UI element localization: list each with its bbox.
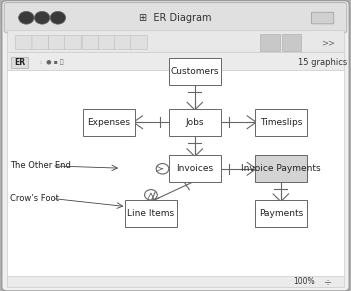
FancyBboxPatch shape bbox=[32, 36, 49, 49]
Text: ÷: ÷ bbox=[324, 277, 332, 287]
Text: Expenses: Expenses bbox=[87, 118, 130, 127]
Text: ⊞  ER Diagram: ⊞ ER Diagram bbox=[139, 13, 212, 23]
Text: The Other End: The Other End bbox=[10, 162, 71, 170]
FancyBboxPatch shape bbox=[169, 155, 221, 182]
FancyBboxPatch shape bbox=[311, 12, 334, 24]
FancyBboxPatch shape bbox=[82, 36, 99, 49]
Text: ER: ER bbox=[14, 58, 25, 67]
FancyBboxPatch shape bbox=[48, 36, 65, 49]
Text: 15 graphics: 15 graphics bbox=[298, 58, 347, 67]
Text: >>: >> bbox=[321, 38, 335, 47]
Text: Timeslips: Timeslips bbox=[260, 118, 302, 127]
Text: 100%: 100% bbox=[293, 277, 314, 286]
Circle shape bbox=[34, 11, 50, 24]
FancyBboxPatch shape bbox=[282, 34, 301, 51]
FancyBboxPatch shape bbox=[15, 36, 32, 49]
Text: Customers: Customers bbox=[171, 67, 219, 76]
FancyBboxPatch shape bbox=[255, 200, 307, 228]
Circle shape bbox=[50, 11, 66, 24]
FancyBboxPatch shape bbox=[255, 155, 307, 182]
FancyBboxPatch shape bbox=[169, 109, 221, 136]
FancyBboxPatch shape bbox=[65, 36, 81, 49]
FancyBboxPatch shape bbox=[131, 36, 147, 49]
Text: :  ● ▪ 🔒: : ● ▪ 🔒 bbox=[40, 60, 64, 65]
FancyBboxPatch shape bbox=[255, 109, 307, 136]
Text: Line Items: Line Items bbox=[127, 210, 174, 218]
FancyBboxPatch shape bbox=[7, 70, 344, 277]
FancyBboxPatch shape bbox=[98, 36, 115, 49]
FancyBboxPatch shape bbox=[125, 200, 177, 228]
Text: Invoice Payments: Invoice Payments bbox=[241, 164, 320, 173]
Text: Crow’s Foot: Crow’s Foot bbox=[10, 194, 59, 203]
FancyBboxPatch shape bbox=[114, 36, 131, 49]
FancyBboxPatch shape bbox=[4, 3, 347, 33]
FancyBboxPatch shape bbox=[7, 276, 344, 287]
Text: Payments: Payments bbox=[259, 210, 303, 218]
Text: Invoices: Invoices bbox=[176, 164, 213, 173]
FancyBboxPatch shape bbox=[260, 34, 280, 51]
FancyBboxPatch shape bbox=[7, 52, 344, 70]
FancyBboxPatch shape bbox=[169, 58, 221, 85]
FancyBboxPatch shape bbox=[7, 30, 344, 52]
Circle shape bbox=[19, 11, 34, 24]
FancyBboxPatch shape bbox=[83, 109, 135, 136]
FancyBboxPatch shape bbox=[11, 57, 28, 68]
Text: Jobs: Jobs bbox=[186, 118, 204, 127]
